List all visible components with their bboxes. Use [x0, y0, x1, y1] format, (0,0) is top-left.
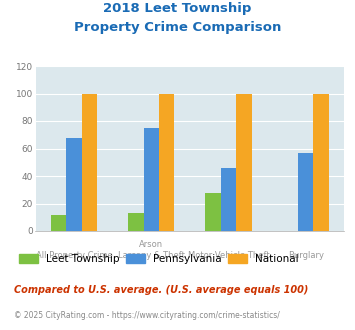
Bar [221, 168, 236, 231]
Bar [66, 138, 82, 231]
Text: All Property Crime: All Property Crime [36, 251, 113, 260]
Bar [143, 128, 159, 231]
Bar [51, 214, 66, 231]
Bar [298, 152, 313, 231]
Text: 2018 Leet Township: 2018 Leet Township [103, 2, 252, 15]
Text: Property Crime Comparison: Property Crime Comparison [74, 21, 281, 34]
Text: Larceny & Theft: Larceny & Theft [118, 251, 185, 260]
Legend: Leet Township, Pennsylvania, National: Leet Township, Pennsylvania, National [20, 254, 299, 264]
Text: Motor Vehicle Theft: Motor Vehicle Theft [188, 251, 269, 260]
Text: Arson: Arson [139, 240, 163, 249]
Text: © 2025 CityRating.com - https://www.cityrating.com/crime-statistics/: © 2025 CityRating.com - https://www.city… [14, 311, 280, 320]
Bar [128, 213, 143, 231]
Bar [205, 192, 221, 231]
Bar [313, 93, 329, 231]
Text: Burglary: Burglary [288, 251, 324, 260]
Bar [159, 93, 174, 231]
Bar [236, 93, 252, 231]
Bar [82, 93, 97, 231]
Text: Compared to U.S. average. (U.S. average equals 100): Compared to U.S. average. (U.S. average … [14, 285, 308, 295]
